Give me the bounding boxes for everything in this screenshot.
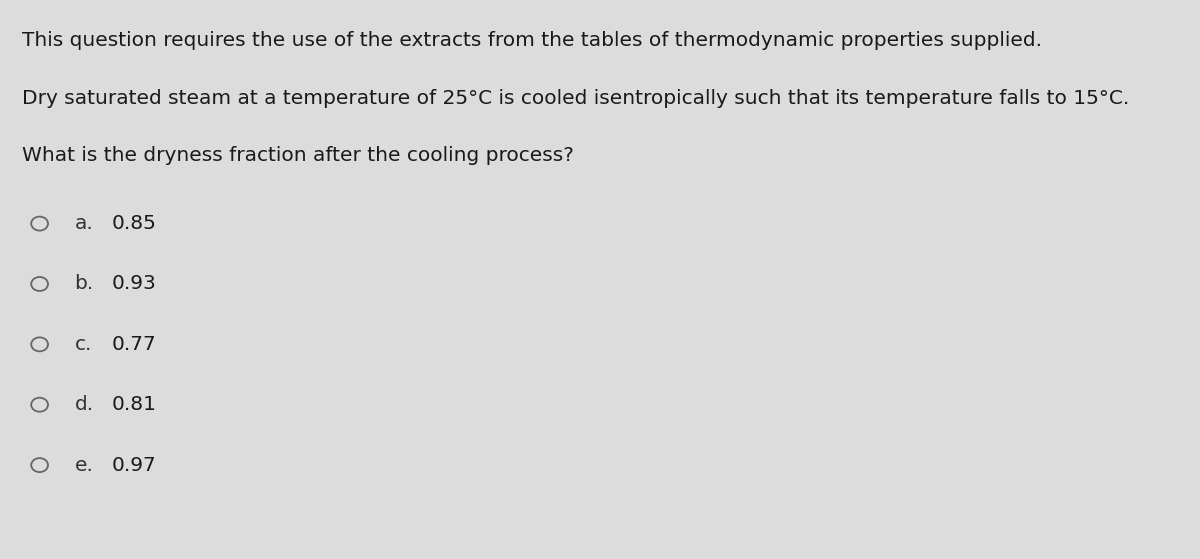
Text: What is the dryness fraction after the cooling process?: What is the dryness fraction after the c… — [22, 146, 574, 165]
Text: e.: e. — [74, 456, 94, 475]
Text: Dry saturated steam at a temperature of 25°C is cooled isentropically such that : Dry saturated steam at a temperature of … — [22, 89, 1129, 108]
Text: a.: a. — [74, 214, 94, 233]
Text: 0.77: 0.77 — [112, 335, 156, 354]
Text: d.: d. — [74, 395, 94, 414]
Text: b.: b. — [74, 274, 94, 293]
Text: 0.85: 0.85 — [112, 214, 156, 233]
Text: 0.81: 0.81 — [112, 395, 156, 414]
Text: This question requires the use of the extracts from the tables of thermodynamic : This question requires the use of the ex… — [22, 31, 1042, 50]
Text: c.: c. — [74, 335, 91, 354]
Text: 0.97: 0.97 — [112, 456, 156, 475]
Text: 0.93: 0.93 — [112, 274, 156, 293]
